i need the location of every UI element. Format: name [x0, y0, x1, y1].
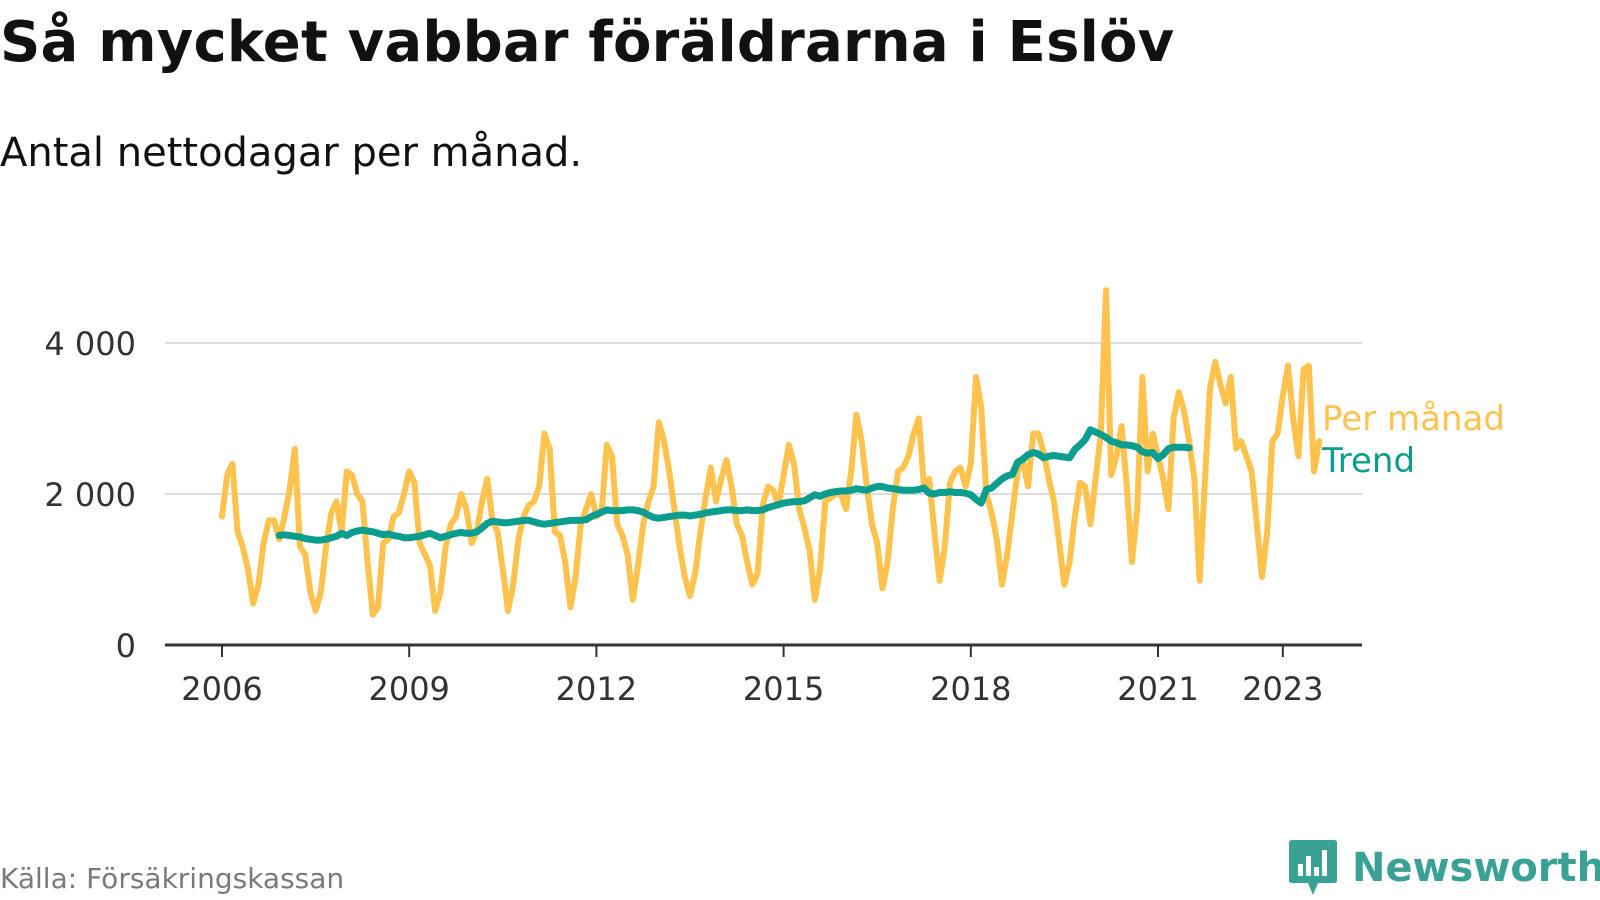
y-tick-label: 0	[116, 627, 136, 665]
chart-subtitle: Antal nettodagar per månad.	[0, 130, 583, 176]
x-tick-label: 2012	[556, 670, 637, 708]
y-tick-label: 2 000	[44, 476, 136, 514]
series-line-per-manad	[219, 287, 1323, 618]
x-tick-label: 2015	[743, 670, 824, 708]
brand-logo[interactable]: Newsworthy	[1288, 838, 1600, 898]
x-tick-label: 2009	[368, 670, 449, 708]
bar-chart-speech-bubble-icon	[1289, 840, 1337, 895]
source-note: Källa: Försäkringskassan	[0, 862, 345, 895]
chart-title: Så mycket vabbar föräldrarna i Eslöv	[0, 10, 1175, 75]
x-tick-label: 2023	[1242, 670, 1323, 708]
x-tick-label: 2006	[181, 670, 262, 708]
series-line-trend	[275, 426, 1193, 544]
legend-label: Per månad	[1322, 399, 1505, 439]
brand-name: Newsworthy	[1352, 845, 1600, 891]
y-tick-label: 4 000	[44, 325, 136, 363]
x-tick-label: 2018	[930, 670, 1011, 708]
legend-label: Trend	[1321, 441, 1415, 481]
x-tick-label: 2021	[1117, 670, 1198, 708]
